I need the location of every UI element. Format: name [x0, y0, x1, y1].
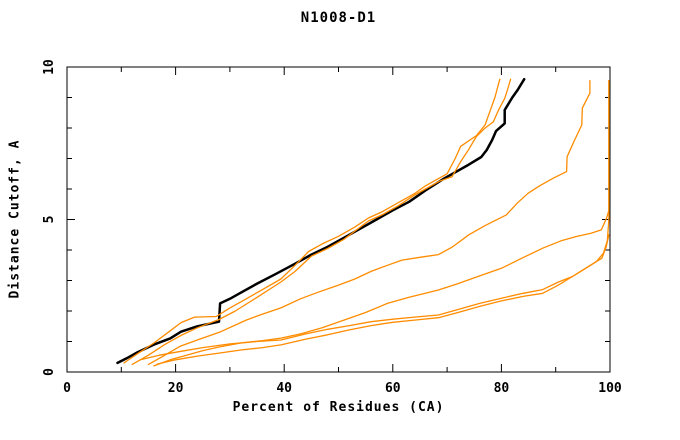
- y-tick-label: 5: [42, 216, 57, 224]
- x-tick-label: 20: [168, 381, 184, 396]
- series-reference-1-line: [123, 78, 501, 364]
- series-reference-2-line: [131, 78, 512, 366]
- chart-title: N1008-D1: [300, 10, 377, 26]
- series-model-black-line: [116, 77, 526, 365]
- series-reference-6-line: [156, 234, 610, 365]
- series-reference-3-line: [147, 80, 591, 366]
- x-tick-label: 60: [385, 381, 401, 396]
- y-tick-label: 10: [42, 59, 57, 75]
- x-tick-label: 80: [494, 381, 510, 396]
- y-tick-label: 0: [42, 368, 57, 376]
- axis-box: [66, 66, 611, 373]
- series-reference-4-line: [153, 80, 610, 367]
- x-tick-label: 40: [276, 381, 292, 396]
- x-tick-label: 0: [63, 381, 71, 396]
- x-tick-label: 100: [598, 381, 622, 396]
- x-axis-label: Percent of Residues (CA): [232, 400, 445, 415]
